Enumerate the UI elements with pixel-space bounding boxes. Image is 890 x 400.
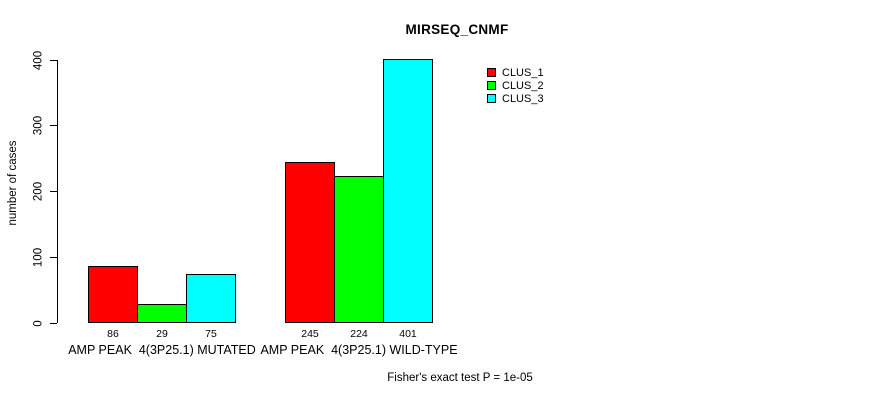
y-tick-mark <box>50 256 57 258</box>
chart-title: MIRSEQ_CNMF <box>405 22 509 37</box>
bar-clus_1-group1 <box>88 266 138 323</box>
category-label: AMP PEAK 4(3P25.1) MUTATED <box>68 343 256 357</box>
bar-clus_3-group2 <box>383 59 433 323</box>
bar-clus_1-group2 <box>285 161 335 323</box>
legend-label: CLUS_1 <box>502 66 544 79</box>
legend-label: CLUS_3 <box>502 92 544 105</box>
y-tick-label: 100 <box>32 247 45 267</box>
category-label: AMP PEAK 4(3P25.1) WILD-TYPE <box>260 343 458 357</box>
legend-label: CLUS_2 <box>502 79 544 92</box>
legend: CLUS_1 CLUS_2 CLUS_3 <box>487 66 544 105</box>
y-tick-mark <box>50 322 57 324</box>
y-tick-mark <box>50 191 57 192</box>
legend-swatch <box>487 81 496 90</box>
bar-clus_3-group1 <box>186 273 236 323</box>
bar-clus_2-group2 <box>334 175 384 323</box>
footer-annotation: Fisher's exact test P = 1e-05 <box>387 372 533 384</box>
y-tick-label: 300 <box>32 116 45 136</box>
legend-item-clus_2: CLUS_2 <box>487 79 544 92</box>
y-tick-label: 0 <box>32 319 45 327</box>
bar-value-label: 86 <box>107 328 119 340</box>
bar-clus_2-group1 <box>137 303 187 323</box>
y-tick-label: 400 <box>32 50 45 70</box>
y-axis-line <box>57 60 58 323</box>
legend-item-clus_3: CLUS_3 <box>487 92 544 105</box>
y-tick-mark <box>50 125 57 127</box>
legend-swatch <box>487 94 496 103</box>
bar-value-label: 75 <box>205 328 217 340</box>
legend-item-clus_1: CLUS_1 <box>487 66 544 79</box>
bar-value-label: 245 <box>301 328 319 340</box>
y-tick-mark <box>50 59 57 61</box>
bar-value-label: 401 <box>399 328 417 340</box>
y-tick-label: 200 <box>32 181 45 202</box>
bar-value-label: 224 <box>350 328 368 340</box>
legend-swatch <box>487 68 496 77</box>
bar-value-label: 29 <box>156 328 168 340</box>
y-axis-label: number of cases <box>7 140 19 226</box>
